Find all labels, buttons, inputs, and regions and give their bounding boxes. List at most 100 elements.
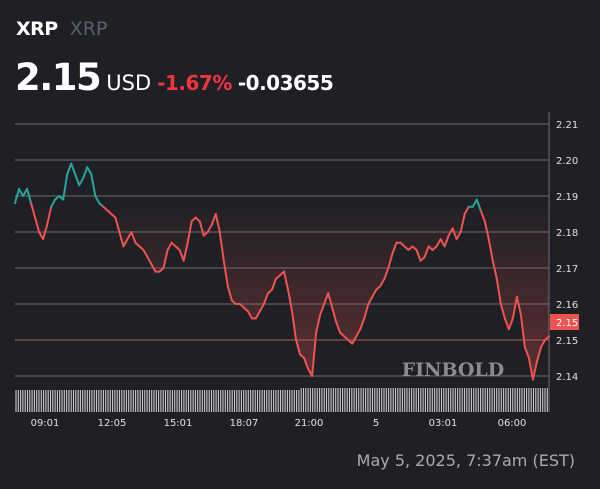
y-tick-label: 2.18 <box>556 228 578 239</box>
price-line-segment <box>287 288 294 313</box>
price-line-segment <box>14 187 21 205</box>
price-line-segment <box>295 339 302 356</box>
price-line-segment <box>335 321 342 334</box>
price-line-segment <box>363 303 370 320</box>
price-line-segment <box>471 198 478 208</box>
price-line-segment <box>86 166 93 176</box>
y-tick-label: 2.15 <box>556 336 578 347</box>
price-line-segment <box>262 292 269 305</box>
price-line-segment <box>383 267 390 280</box>
price-line-segment <box>214 213 221 233</box>
price-line-segment <box>222 259 229 287</box>
price-line-segment <box>122 238 129 248</box>
x-tick-label: 03:01 <box>429 418 458 429</box>
price-line-segment <box>351 335 358 345</box>
price-line-segment <box>451 227 458 241</box>
price-line-segment <box>475 198 482 212</box>
price-line-segment <box>70 162 77 176</box>
price-line-segment <box>226 285 233 302</box>
price-line-segment <box>218 231 225 262</box>
price-line-segment <box>535 346 542 363</box>
price-line-segment <box>114 216 121 233</box>
price-line-segment <box>439 238 446 248</box>
price-line-segment <box>379 277 386 287</box>
price-line-segment <box>90 173 97 197</box>
symbol: XRP <box>16 18 58 40</box>
x-tick-label: 5 <box>373 418 379 429</box>
price-line-segment <box>291 310 298 341</box>
price-line-segment <box>495 277 502 305</box>
price-line-segment <box>511 295 518 320</box>
price-line-segment <box>499 303 506 320</box>
price-line-segment <box>387 252 394 269</box>
price-line-segment <box>443 234 450 248</box>
price-line-segment <box>323 292 330 305</box>
x-tick-label: 12:05 <box>98 418 127 429</box>
price-line-segment <box>94 195 101 205</box>
last-price-label: 2.15 <box>556 318 578 329</box>
price-line-segment <box>483 220 490 241</box>
price-line-segment <box>455 231 462 241</box>
price-line-segment <box>78 177 85 187</box>
price-line-segment <box>258 303 265 313</box>
price-line-segment <box>435 238 442 248</box>
price-line-segment <box>62 173 69 201</box>
price-line-segment <box>178 249 185 262</box>
price-line-segment <box>531 360 538 381</box>
price-line-segment <box>150 263 157 273</box>
price-line-segment <box>74 173 81 187</box>
price-line-segment <box>519 313 526 349</box>
price-line-segment <box>270 277 277 291</box>
price-line-segment <box>487 238 494 262</box>
timestamp: May 5, 2025, 7:37am (EST) <box>356 451 575 470</box>
price-line-segment <box>34 216 41 233</box>
price-line-segment <box>463 205 470 215</box>
price-line-segment <box>30 202 37 219</box>
price-line-segment <box>303 357 310 370</box>
x-tick-label: 09:01 <box>31 418 60 429</box>
price-line-segment <box>162 249 169 269</box>
price-line-segment <box>26 187 33 205</box>
price-line-segment <box>182 241 189 262</box>
finbold-watermark: FINBOLD <box>402 359 505 381</box>
price-line-segment <box>479 209 486 223</box>
price-line-segment <box>355 328 362 338</box>
price-line-segment <box>46 205 53 226</box>
price-line-segment <box>126 231 133 241</box>
price-line-segment <box>166 241 173 251</box>
price-line-segment <box>527 357 534 381</box>
price-line-segment <box>18 187 25 197</box>
currency: USD <box>106 71 152 95</box>
y-tick-label: 2.19 <box>556 192 578 203</box>
price-line-segment <box>66 162 73 176</box>
price-area-fill <box>15 208 549 380</box>
price-line-segment <box>50 198 57 208</box>
price-line-segment <box>447 227 454 237</box>
price-line-segment <box>118 231 125 248</box>
price-line-segment <box>539 339 546 349</box>
price-line-segment <box>146 256 153 266</box>
price-line-segment <box>315 313 322 334</box>
price-line-segment <box>319 303 326 316</box>
price-line-segment <box>283 270 290 291</box>
x-tick-label: 15:01 <box>164 418 193 429</box>
price-line-segment <box>130 231 137 244</box>
price-line-segment <box>523 346 530 359</box>
price-line-segment <box>371 288 378 298</box>
price-line-segment <box>327 292 334 309</box>
price-line-segment <box>254 310 261 320</box>
price-line-segment <box>503 317 510 331</box>
price-line-segment <box>515 295 522 316</box>
y-tick-label: 2.16 <box>556 300 578 311</box>
price-line-segment <box>198 220 205 237</box>
asset-name: XRP <box>69 18 108 40</box>
price-line-segment <box>359 317 366 331</box>
x-tick-label: 18:07 <box>230 418 259 429</box>
y-tick-label: 2.20 <box>556 156 578 167</box>
y-tick-label: 2.17 <box>556 264 578 275</box>
price-line-segment <box>415 249 422 262</box>
current-price: 2.15 <box>15 56 102 99</box>
change-absolute: -0.03655 <box>237 71 334 95</box>
price-line-segment <box>423 245 430 259</box>
